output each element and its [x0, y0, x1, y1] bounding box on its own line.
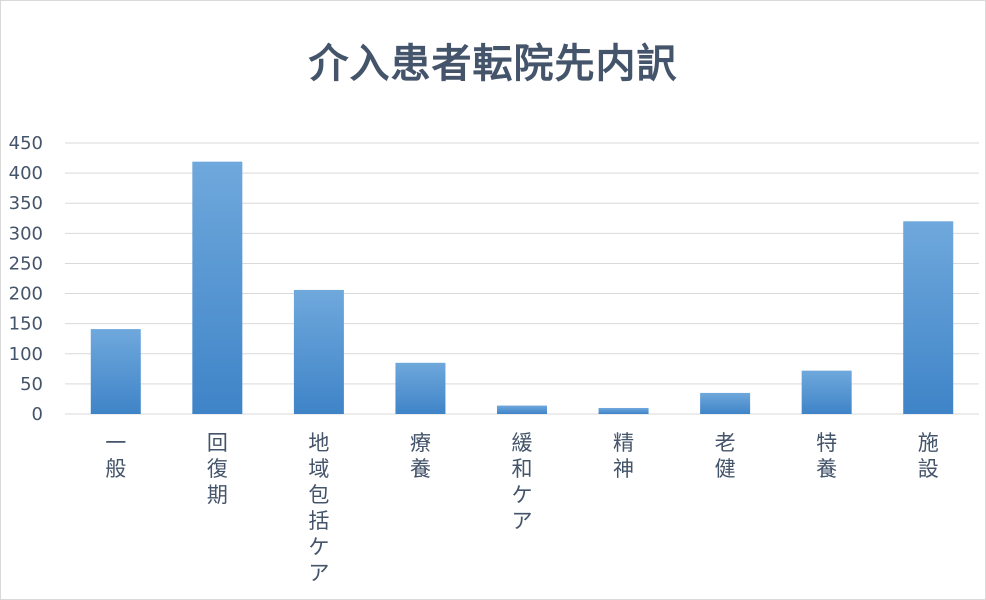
x-category-label: 一般: [105, 431, 126, 481]
x-category-label: 療養: [410, 431, 431, 481]
x-axis-categories: 一般 回復期 地域包括ケア 療養 緩和ケア 精神 老健 特養 施設: [105, 431, 938, 585]
bar-5: [598, 407, 649, 414]
x-category-label: 地域包括ケア: [308, 431, 329, 585]
bar-7: [801, 370, 852, 414]
y-tick-label: 450: [9, 133, 43, 154]
y-tick-label: 100: [9, 344, 43, 365]
y-tick-label: 300: [9, 223, 43, 244]
bar-0: [90, 329, 141, 414]
bar-8: [903, 221, 954, 414]
x-category-label: 精神: [613, 431, 634, 481]
x-category-label: 老健: [715, 431, 736, 481]
bar-1: [192, 161, 243, 414]
x-category-label: 特養: [816, 431, 837, 481]
x-category-label: 施設: [918, 431, 939, 481]
bar-4: [497, 405, 547, 414]
y-tick-label: 200: [9, 284, 43, 305]
y-tick-label: 0: [32, 404, 43, 425]
y-tick-label: 400: [9, 163, 43, 184]
bar-3: [395, 362, 446, 414]
x-category-label: 緩和ケア: [512, 431, 533, 533]
y-tick-label: 50: [20, 374, 43, 395]
bar-6: [700, 392, 751, 414]
y-tick-label: 150: [9, 314, 43, 335]
chart-title: 介入患者転院先内訳: [308, 41, 678, 87]
x-category-label: 回復期: [207, 431, 228, 507]
bar-layer: [90, 161, 954, 414]
y-axis-ticks: 0 50 100 150 200 250 300 350 400 450: [9, 133, 43, 425]
bar-2: [293, 289, 344, 414]
y-tick-label: 350: [9, 193, 43, 214]
y-tick-label: 250: [9, 253, 43, 274]
